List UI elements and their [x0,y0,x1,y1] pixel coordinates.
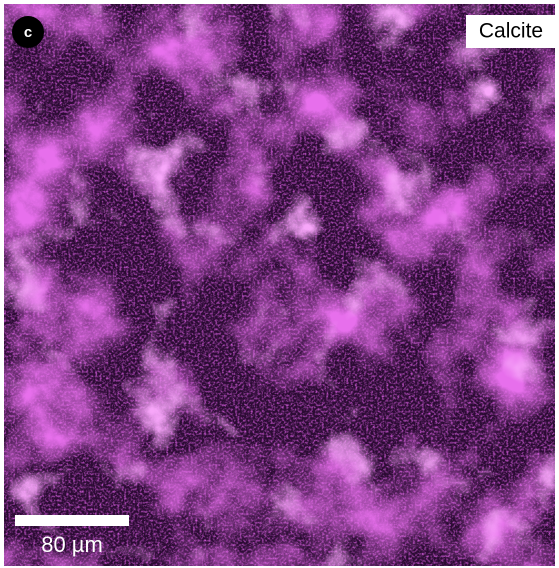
micrograph-bright-regions [4,4,555,566]
scale-bar-label: 80 µm [41,532,103,557]
mineral-label: Calcite [479,20,543,43]
micrograph-figure: c Calcite 80 µm [0,0,559,568]
panel-label: c [24,24,32,41]
scale-bar [15,515,129,526]
micrograph [4,4,555,566]
